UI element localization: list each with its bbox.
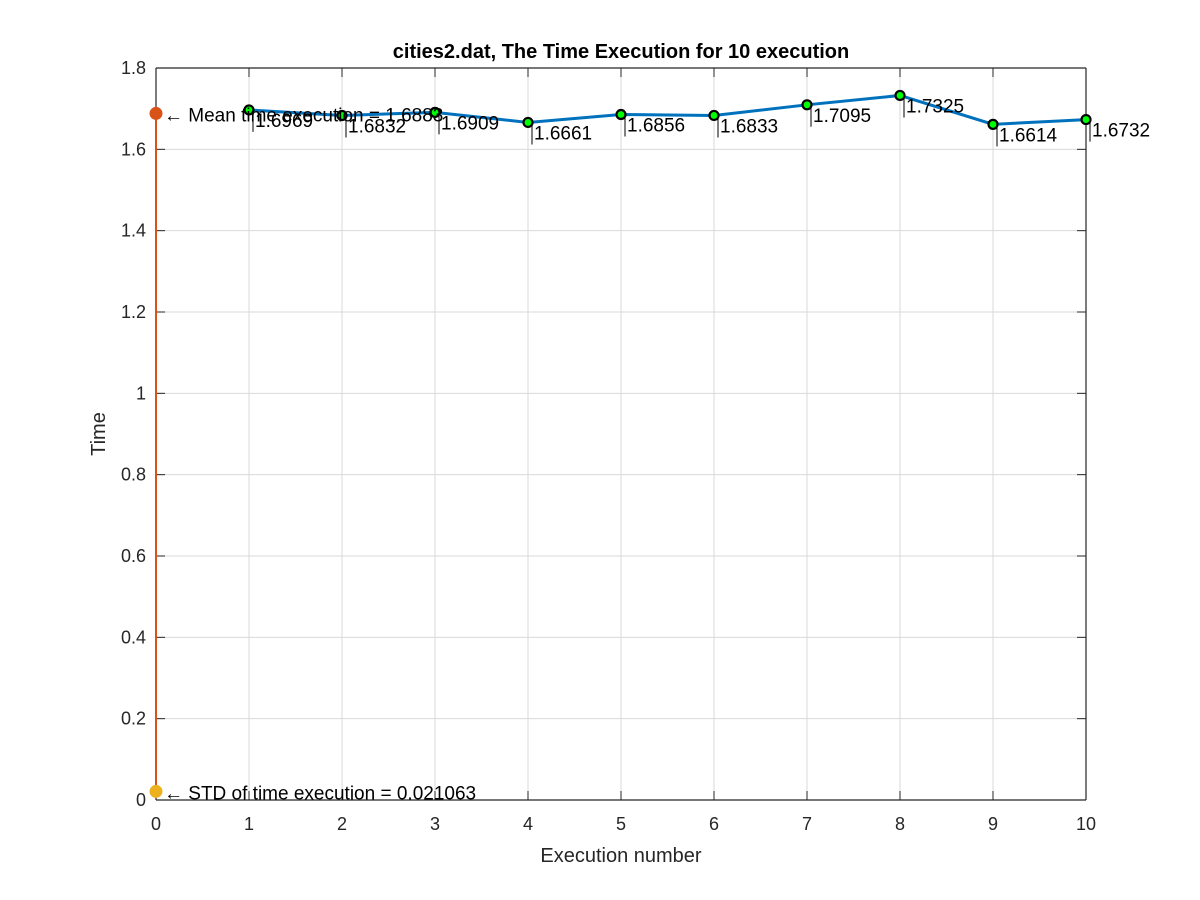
data-point <box>708 109 720 122</box>
data-point <box>1080 113 1092 126</box>
x-tick-label: 6 <box>709 814 719 834</box>
x-tick-label: 7 <box>802 814 812 834</box>
data-point <box>243 104 255 116</box>
x-tick-label: 9 <box>988 814 998 834</box>
y-tick-label: 1.4 <box>121 221 146 241</box>
data-point <box>522 116 534 129</box>
x-tick-label: 3 <box>430 814 440 834</box>
std-point <box>149 784 163 798</box>
x-tick-label: 0 <box>151 814 161 834</box>
y-tick-label: 0.8 <box>121 465 146 485</box>
data-point <box>429 106 441 118</box>
data-label: 1.7095 <box>813 106 871 127</box>
series-line <box>248 93 1087 126</box>
y-axis-label: Time <box>88 412 110 456</box>
mean-annotation: ← Mean time execution = 1.6883 <box>164 105 443 126</box>
data-label: 1.7325 <box>906 96 964 117</box>
data-point <box>894 89 906 102</box>
y-tick-label: 1.6 <box>121 139 146 159</box>
y-tick-label: 1.8 <box>121 58 146 78</box>
x-tick-label: 1 <box>244 814 254 834</box>
mean-point <box>149 106 163 120</box>
y-tick-label: 0.6 <box>121 546 146 566</box>
y-tick-label: 1 <box>136 383 146 403</box>
data-point <box>801 99 813 111</box>
data-label: 1.6832 <box>348 116 406 137</box>
chart-title: cities2.dat, The Time Execution for 10 e… <box>393 41 849 63</box>
data-label: 1.6732 <box>1092 121 1150 142</box>
data-label: 1.6661 <box>534 123 592 144</box>
data-point <box>987 118 999 130</box>
data-series <box>149 89 1092 798</box>
y-tick-label: 0 <box>136 790 146 810</box>
y-tick-label: 0.2 <box>121 709 146 729</box>
data-label: 1.6833 <box>720 116 778 137</box>
x-tick-label: 4 <box>523 814 533 834</box>
x-tick-label: 2 <box>337 814 347 834</box>
data-point <box>336 109 348 122</box>
x-axis-label: Execution number <box>540 845 702 867</box>
x-tick-label: 10 <box>1076 814 1096 834</box>
data-label: 1.6614 <box>999 125 1058 146</box>
data-label: 1.6856 <box>627 116 685 137</box>
data-labels: 1.6969 1.6832 1.6909 1.6661 1.6856 1.6833 1.70… <box>164 96 1150 804</box>
data-label: 1.6909 <box>441 113 499 134</box>
std-annotation: ← STD of time execution = 0.021063 <box>164 783 476 804</box>
x-tick-label: 5 <box>616 814 626 834</box>
y-tick-label: 1.2 <box>121 302 146 322</box>
y-tick-label: 0.4 <box>121 627 146 647</box>
x-tick-label: 8 <box>895 814 905 834</box>
data-point <box>615 108 627 121</box>
tick-labels: 0 1 2 3 4 5 6 7 8 9 10 0 0.2 0.4 0.6 0.8 1 1.2 1.4 1.6 1.8 <box>121 58 1096 834</box>
data-label: 1.6969 <box>255 111 313 132</box>
